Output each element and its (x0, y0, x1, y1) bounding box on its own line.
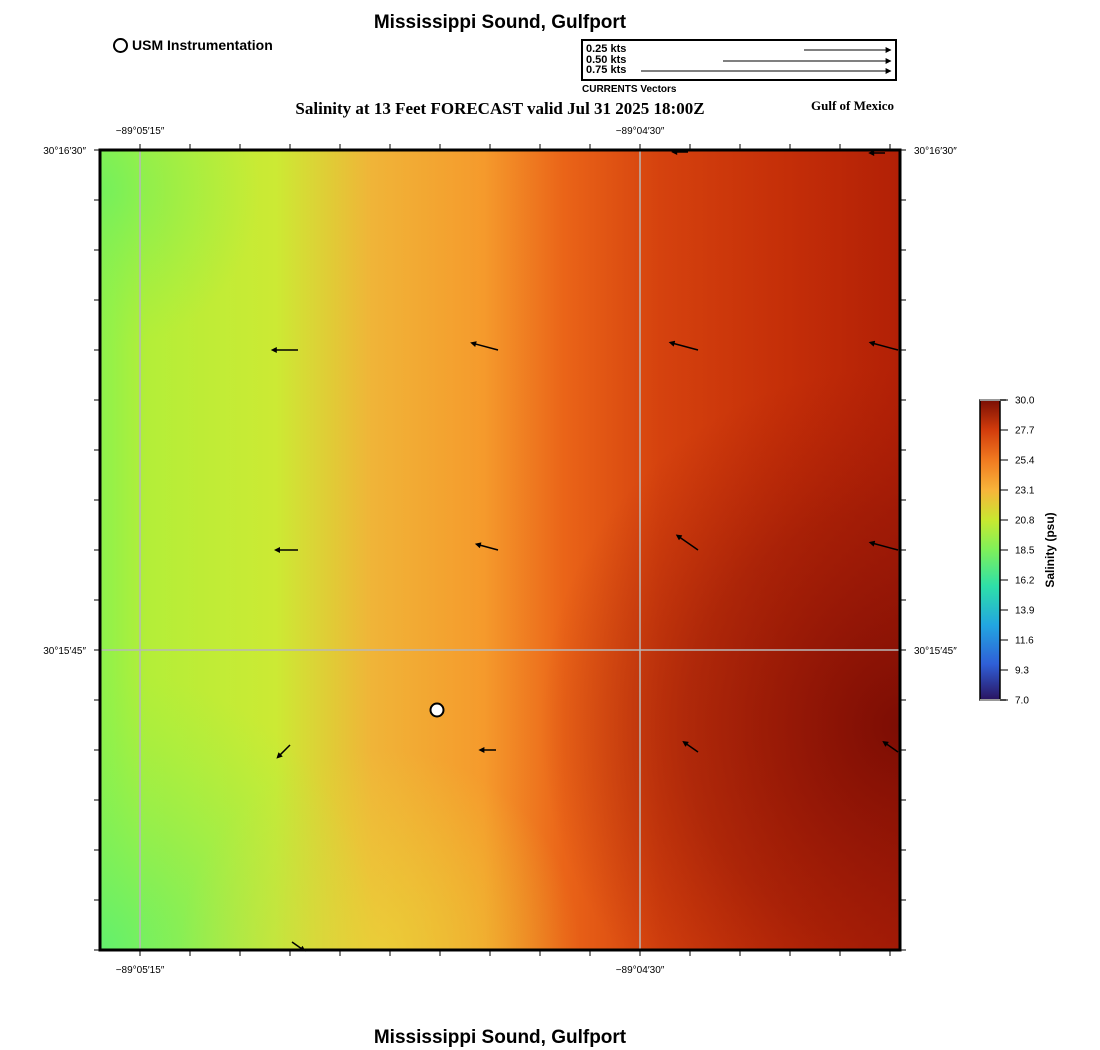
colorbar: 30.0 27.7 25.4 23.1 20.8 18.5 16.2 13.9 11.6 9.3 7… (979, 396, 1057, 707)
lat-label-right-1: 30°16′30″ (914, 146, 957, 157)
region-label: Gulf of Mexico (811, 98, 895, 113)
legend-entry-0.50: 0.50 kts (586, 54, 627, 66)
station-marker-icon[interactable] (429, 702, 445, 718)
colorbar-tick-label: 23.1 (1015, 486, 1035, 497)
current-vectors-legend: 0.25 kts 0.50 kts 0.75 kts (581, 39, 897, 81)
lon-label-bottom-1: −89°05′15″ (116, 965, 165, 976)
colorbar-tick-label: 9.3 (1015, 666, 1029, 677)
colorbar-tick-label: 27.7 (1015, 426, 1035, 437)
colorbar-tick-label: 30.0 (1015, 396, 1035, 407)
map-title: Mississippi Sound, Gulfport (373, 12, 627, 33)
current-vector-r1c3 (668, 340, 699, 351)
lat-label-left-1: 30°16′30″ (43, 146, 86, 157)
current-vector-r2c4 (868, 540, 899, 551)
colorbar-tick-label: 11.6 (1015, 636, 1034, 647)
colorbar-label: Salinity (psu) (1043, 512, 1057, 587)
station-legend: USM Instrumentation (113, 37, 273, 53)
colorbar-tick-label: 25.4 (1015, 456, 1035, 467)
current-vector-r3c4 (882, 740, 899, 753)
current-legend-caption: CURRENTS Vectors (582, 84, 677, 95)
lon-label-top-2: −89°04′30″ (616, 126, 665, 137)
current-vector-r1c4 (868, 340, 899, 351)
lat-label-left-2: 30°15′45″ (43, 646, 86, 657)
colorbar-tick-label: 18.5 (1015, 546, 1035, 557)
salinity-map: −89°05′15″ −89°04′30″ −89°05′15″ −89°04′… (43, 126, 1057, 976)
colorbar-tick-label: 16.2 (1015, 576, 1035, 587)
station-legend-label: USM Instrumentation (132, 37, 273, 53)
current-vector-r3c1 (276, 744, 291, 759)
colorbar-ramp (979, 399, 1001, 701)
current-vector-r3c3 (682, 740, 699, 753)
colorbar-tick-label: 7.0 (1015, 696, 1029, 707)
current-vector-r2c2 (474, 542, 499, 551)
map-subtitle: Salinity at 13 Feet FORECAST valid Jul 3… (295, 99, 705, 118)
legend-arrows (641, 47, 892, 74)
legend-entry-0.75: 0.75 kts (586, 64, 627, 76)
current-vector-r1c2 (470, 341, 499, 351)
current-vector-r2c3 (675, 534, 699, 551)
station-marker-icon (113, 37, 128, 53)
current-vectors (270, 149, 899, 952)
graticule (100, 150, 900, 950)
lon-label-bottom-2: −89°04′30″ (616, 965, 665, 976)
footer-title: Mississippi Sound, Gulfport (373, 1027, 627, 1048)
lon-label-top-1: −89°05′15″ (116, 126, 165, 137)
legend-entry-0.25: 0.25 kts (586, 43, 627, 55)
frame-ticks (94, 144, 906, 956)
lat-label-right-2: 30°15′45″ (914, 646, 957, 657)
current-vector-r4c1 (291, 941, 306, 952)
colorbar-tick-label: 20.8 (1015, 516, 1035, 527)
colorbar-tick-label: 13.9 (1015, 606, 1035, 617)
